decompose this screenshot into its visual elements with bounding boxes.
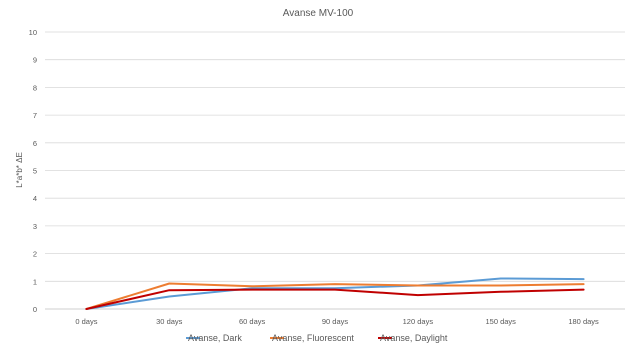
y-tick-label: 3 xyxy=(33,222,37,231)
y-axis-title: L*a*b* ΔE xyxy=(15,152,24,188)
gridlines xyxy=(45,31,625,310)
y-tick-label: 1 xyxy=(33,277,37,286)
x-tick-label: 180 days xyxy=(568,317,599,326)
x-tick-label: 90 days xyxy=(322,317,349,326)
series-line-3 xyxy=(85,288,585,310)
chart-title: Avanse MV-100 xyxy=(283,8,354,19)
legend: Avanse, Dark Avanse, Fluorescent Avanse, D… xyxy=(186,333,448,343)
x-tick-labels: 0 days 30 days 60 days 90 days 120 days 150 d… xyxy=(75,317,599,326)
legend-label: Avanse, Fluorescent xyxy=(272,333,354,343)
legend-label: Avanse, Dark xyxy=(188,333,242,343)
x-tick-label: 120 days xyxy=(403,317,434,326)
y-tick-label: 10 xyxy=(29,28,37,37)
y-tick-label: 4 xyxy=(33,194,37,203)
x-tick-label: 150 days xyxy=(485,317,516,326)
y-tick-label: 0 xyxy=(33,305,37,314)
y-tick-label: 9 xyxy=(33,56,37,65)
y-tick-label: 8 xyxy=(33,83,37,92)
series-line-2 xyxy=(85,282,585,310)
x-tick-label: 30 days xyxy=(156,317,183,326)
legend-item: Avanse, Daylight xyxy=(378,333,448,343)
x-tick-label: 60 days xyxy=(239,317,266,326)
x-tick-label: 0 days xyxy=(75,317,97,326)
legend-label: Avanse, Daylight xyxy=(380,333,448,343)
legend-item: Avanse, Dark xyxy=(186,333,242,343)
y-tick-label: 5 xyxy=(33,167,37,176)
legend-item: Avanse, Fluorescent xyxy=(270,333,354,343)
y-tick-labels: 0 1 2 3 4 5 6 7 8 9 10 xyxy=(29,28,37,314)
y-tick-label: 6 xyxy=(33,139,37,148)
series-lines xyxy=(85,277,585,310)
y-tick-label: 7 xyxy=(33,111,37,120)
series-line-1 xyxy=(85,277,585,310)
y-tick-label: 2 xyxy=(33,250,37,259)
